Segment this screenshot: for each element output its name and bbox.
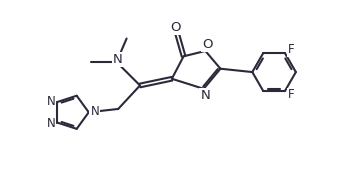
Text: N: N [47,117,56,130]
Text: F: F [288,43,295,56]
Text: N: N [113,53,122,66]
Text: N: N [90,105,99,118]
Text: N: N [201,89,210,102]
Text: F: F [288,89,295,102]
Text: O: O [170,21,180,34]
Text: O: O [202,38,212,51]
Text: N: N [47,95,56,108]
